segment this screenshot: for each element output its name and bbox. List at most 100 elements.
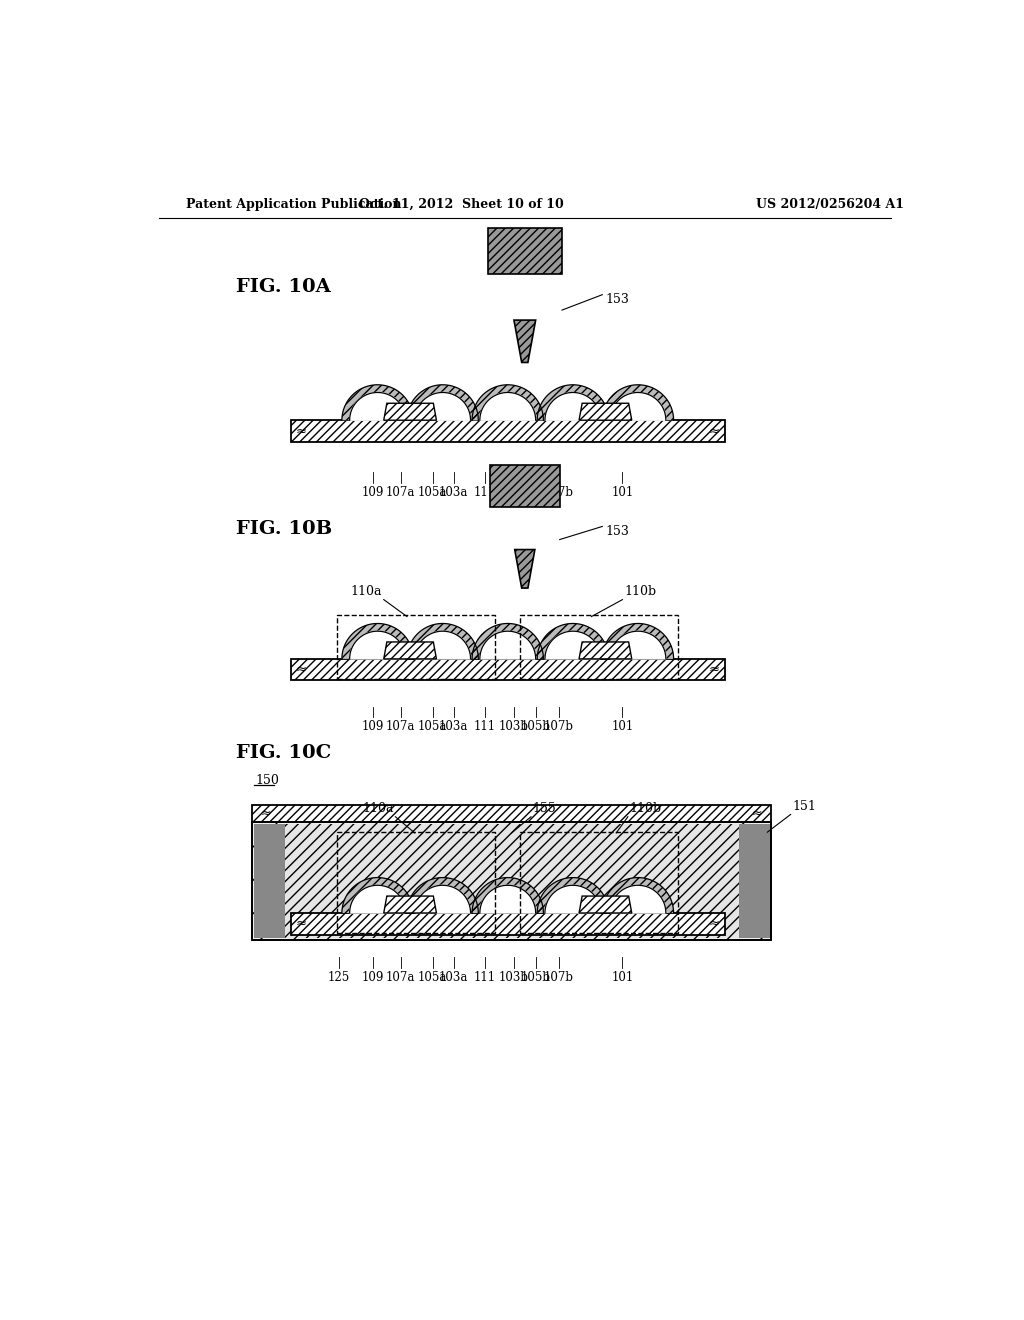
Text: ≈: ≈ — [296, 917, 307, 931]
Text: 103b: 103b — [499, 486, 529, 499]
Polygon shape — [579, 896, 632, 913]
Polygon shape — [349, 631, 406, 659]
Text: 109: 109 — [361, 486, 384, 499]
Bar — [520, 832, 678, 933]
Polygon shape — [610, 886, 666, 913]
Bar — [520, 615, 678, 678]
Text: 153: 153 — [605, 525, 630, 539]
Text: 107b: 107b — [544, 970, 573, 983]
Text: 105a: 105a — [418, 721, 447, 734]
Text: 103a: 103a — [439, 970, 468, 983]
Text: 111: 111 — [473, 721, 496, 734]
Text: 105b: 105b — [520, 721, 551, 734]
Text: ≈: ≈ — [752, 807, 763, 820]
Text: 107a: 107a — [386, 721, 416, 734]
Polygon shape — [415, 886, 471, 913]
Text: 150: 150 — [256, 775, 280, 788]
Polygon shape — [538, 878, 608, 913]
Polygon shape — [610, 631, 666, 659]
Text: ≈: ≈ — [709, 663, 720, 676]
Polygon shape — [579, 404, 632, 420]
Text: 103a: 103a — [439, 486, 468, 499]
Polygon shape — [384, 642, 436, 659]
Polygon shape — [415, 392, 471, 420]
Text: 109: 109 — [361, 970, 384, 983]
Text: 153: 153 — [605, 293, 630, 306]
Text: 105a: 105a — [418, 970, 447, 983]
Text: 110b: 110b — [630, 803, 662, 816]
Polygon shape — [349, 886, 406, 913]
Text: 125: 125 — [328, 970, 350, 983]
Bar — [738, 824, 770, 939]
Bar — [291, 913, 725, 935]
Polygon shape — [579, 642, 632, 659]
Polygon shape — [610, 392, 666, 420]
Bar — [252, 822, 771, 940]
Text: US 2012/0256204 A1: US 2012/0256204 A1 — [756, 198, 904, 211]
Text: 110a: 110a — [362, 803, 394, 816]
Bar — [291, 659, 725, 681]
Bar — [254, 824, 770, 939]
Text: 155: 155 — [532, 803, 556, 816]
Text: 107b: 107b — [544, 486, 573, 499]
Text: 101: 101 — [611, 486, 634, 499]
Polygon shape — [515, 549, 535, 589]
Text: ≈: ≈ — [709, 425, 720, 437]
Polygon shape — [545, 392, 601, 420]
Text: ≈: ≈ — [261, 807, 271, 820]
Text: 107b: 107b — [544, 721, 573, 734]
Text: 103b: 103b — [499, 970, 529, 983]
Text: 105a: 105a — [418, 486, 447, 499]
Text: 110b: 110b — [624, 585, 656, 598]
Text: ≈: ≈ — [296, 663, 307, 676]
Text: 105b: 105b — [520, 486, 551, 499]
Bar — [252, 822, 771, 940]
Polygon shape — [407, 878, 478, 913]
Bar — [254, 824, 770, 939]
Text: 151: 151 — [793, 800, 816, 813]
Polygon shape — [472, 878, 544, 913]
Text: Oct. 11, 2012  Sheet 10 of 10: Oct. 11, 2012 Sheet 10 of 10 — [358, 198, 563, 211]
Text: 111: 111 — [473, 486, 496, 499]
Polygon shape — [480, 392, 536, 420]
Text: 110a: 110a — [350, 585, 382, 598]
Polygon shape — [415, 631, 471, 659]
Polygon shape — [538, 385, 608, 420]
Polygon shape — [472, 623, 544, 659]
Polygon shape — [472, 385, 544, 420]
Text: 111: 111 — [473, 970, 496, 983]
Text: FIG. 10B: FIG. 10B — [237, 520, 333, 539]
Polygon shape — [407, 385, 478, 420]
Text: 103b: 103b — [499, 721, 529, 734]
Polygon shape — [602, 623, 674, 659]
Bar — [291, 420, 725, 442]
Text: ≈: ≈ — [709, 917, 720, 931]
Text: ≈: ≈ — [296, 425, 307, 437]
Text: 105b: 105b — [520, 970, 551, 983]
Polygon shape — [342, 623, 414, 659]
Bar — [337, 832, 496, 933]
Text: 107a: 107a — [386, 970, 416, 983]
Text: 107a: 107a — [386, 486, 416, 499]
Bar — [254, 824, 285, 939]
Bar — [489, 465, 560, 507]
Polygon shape — [545, 886, 601, 913]
Polygon shape — [342, 878, 414, 913]
Text: FIG. 10C: FIG. 10C — [237, 743, 332, 762]
Bar — [337, 615, 496, 678]
Polygon shape — [407, 623, 478, 659]
Bar — [488, 227, 561, 275]
Polygon shape — [480, 886, 536, 913]
Text: FIG. 10A: FIG. 10A — [237, 277, 331, 296]
Polygon shape — [602, 878, 674, 913]
Text: 101: 101 — [611, 721, 634, 734]
Text: 101: 101 — [611, 970, 634, 983]
Polygon shape — [538, 623, 608, 659]
Bar — [252, 805, 771, 822]
Polygon shape — [342, 385, 414, 420]
Polygon shape — [545, 631, 601, 659]
Text: Patent Application Publication: Patent Application Publication — [186, 198, 401, 211]
Text: 109: 109 — [361, 721, 384, 734]
Text: 103a: 103a — [439, 721, 468, 734]
Polygon shape — [480, 631, 536, 659]
